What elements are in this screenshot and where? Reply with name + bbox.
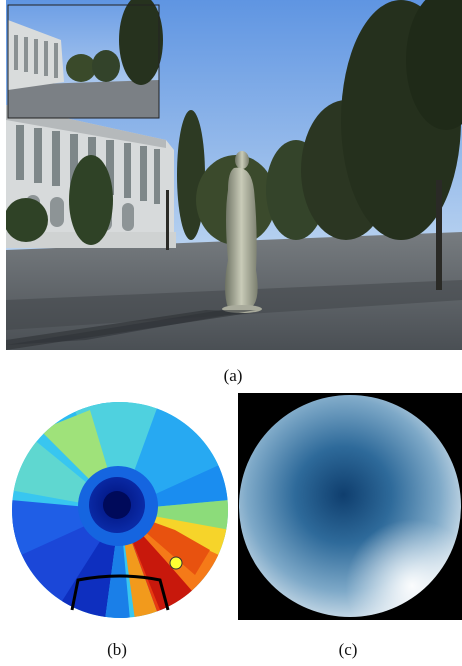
sun-marker bbox=[169, 556, 183, 570]
bracket-marker bbox=[70, 574, 170, 611]
caption-b: (b) bbox=[107, 640, 127, 659]
trees bbox=[6, 0, 462, 290]
sky-render bbox=[238, 393, 462, 620]
illumination-map bbox=[12, 402, 228, 618]
scene-photo bbox=[6, 0, 462, 350]
inset-photo bbox=[7, 0, 163, 119]
caption-c: (c) bbox=[338, 640, 358, 659]
statue bbox=[6, 151, 262, 345]
caption-a: (a) bbox=[223, 366, 243, 385]
